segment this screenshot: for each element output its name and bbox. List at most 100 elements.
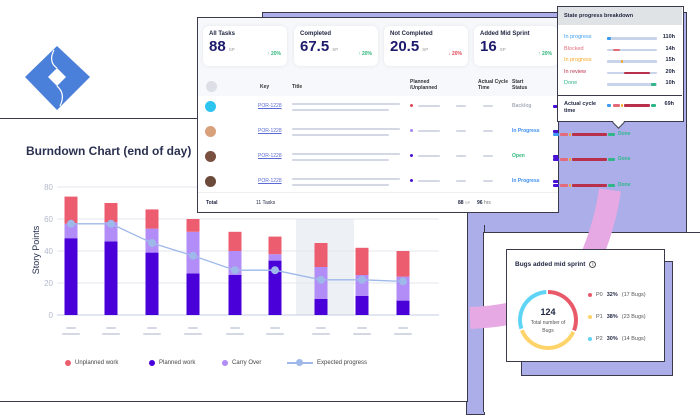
- stat-card[interactable]: Added Mid Sprint 16 SP ↑ 20%: [474, 26, 558, 66]
- priority-dot-icon: [588, 293, 592, 297]
- bar-planned-work: [228, 275, 242, 315]
- avatar: [205, 101, 216, 112]
- y-tick-label: 20: [44, 279, 53, 288]
- expected-progress-point: [399, 277, 407, 286]
- tooltip-row: In progress: [564, 34, 592, 40]
- x-tick-placeholder: [147, 327, 157, 329]
- legend-planned: Planned work: [149, 360, 195, 366]
- bar-carry-over: [104, 222, 118, 242]
- bar-unplanned-work: [186, 219, 200, 232]
- table-header: Key Title Planned /Unplanned Actual Cycl…: [198, 73, 558, 103]
- bar-planned-work: [64, 238, 78, 315]
- col-title[interactable]: Title: [292, 84, 303, 90]
- total-sp: 88 SP: [458, 200, 471, 206]
- bar-planned-work: [268, 260, 282, 315]
- bar-carry-over: [268, 254, 282, 261]
- x-tick-placeholder: [102, 333, 120, 335]
- bar-unplanned-work: [104, 203, 118, 223]
- legend-unplanned: Unplanned work: [65, 360, 118, 366]
- expected-progress-point: [148, 239, 156, 247]
- y-tick-label: 60: [44, 215, 53, 224]
- bar-planned-work: [314, 299, 328, 315]
- expected-progress-point: [189, 251, 197, 260]
- jira-logo: [25, 46, 90, 110]
- bar-planned-work: [104, 241, 118, 315]
- legend-line-icon: [287, 359, 313, 367]
- start-status: Open: [512, 153, 525, 159]
- stat-card[interactable]: Not Completed 20.5 SP ↓ 20%: [384, 26, 468, 66]
- tooltip-header: State progress breakdown: [558, 7, 682, 25]
- y-tick-label: 0: [49, 311, 54, 320]
- progress-segment: [651, 83, 656, 86]
- task-key-link[interactable]: POR-1228: [258, 128, 282, 134]
- donut-slice-p0: [547, 290, 578, 332]
- bar-unplanned-work: [314, 243, 328, 267]
- bar-carry-over: [64, 223, 78, 239]
- progress-segment: [607, 37, 611, 40]
- bar-planned-work: [355, 295, 369, 315]
- select-all-avatar[interactable]: [206, 81, 217, 92]
- cycle-bar: [553, 133, 559, 136]
- bar-unplanned-work: [145, 209, 159, 229]
- planned-dot-icon: [410, 179, 413, 182]
- cycle-bar: [553, 184, 559, 187]
- x-tick-placeholder: [270, 327, 280, 329]
- end-status: Done: [618, 156, 631, 162]
- x-tick-placeholder: [266, 333, 284, 335]
- x-tick-placeholder: [188, 327, 198, 329]
- table-row[interactable]: POR-1228 In Progress: [198, 171, 558, 196]
- bug-priority-item: P0 32% (17 Bugs): [588, 292, 646, 298]
- priority-dot-icon: [588, 315, 592, 319]
- col-key[interactable]: Key: [260, 84, 270, 90]
- progress-segment: [621, 60, 623, 63]
- chart-title: Burndown Chart (end of day): [26, 144, 192, 158]
- legend-dot-icon: [222, 360, 228, 366]
- total-tasks: 11 Tasks: [256, 200, 276, 206]
- planned-dot-icon: [410, 104, 413, 107]
- x-tick-placeholder: [143, 333, 161, 335]
- table-row[interactable]: POR-1228 Open: [198, 146, 558, 171]
- legend-expected: Expected progress: [287, 359, 367, 367]
- x-tick-placeholder: [66, 327, 76, 329]
- bugs-card: Bugs added mid sprint i 124 Total number…: [506, 249, 665, 362]
- expected-progress-point: [271, 266, 279, 275]
- task-key-link[interactable]: POR-1228: [258, 153, 282, 159]
- x-tick-placeholder: [230, 327, 240, 329]
- expected-progress-point: [107, 219, 115, 228]
- x-tick-placeholder: [353, 333, 371, 335]
- x-tick-placeholder: [184, 333, 202, 335]
- col-start-status[interactable]: Start Status: [512, 79, 528, 91]
- table-row[interactable]: POR-1228 Backlog: [198, 96, 558, 121]
- bar-planned-work: [186, 273, 200, 315]
- x-tick-placeholder: [357, 327, 367, 329]
- stat-card[interactable]: All Tasks 88 SP ↑ 20%: [203, 26, 287, 66]
- tooltip-row: Blocked: [564, 45, 584, 52]
- x-tick-placeholder: [106, 327, 116, 329]
- x-tick-placeholder: [312, 333, 330, 335]
- bar-unplanned-work: [268, 236, 282, 255]
- legend-dot-icon: [65, 360, 71, 366]
- tasks-table-card: All Tasks 88 SP ↑ 20% Completed 67.5 SP ↑ 20% No…: [197, 17, 559, 213]
- x-tick-placeholder: [394, 333, 412, 335]
- stat-card[interactable]: Completed 67.5 SP ↑ 20%: [294, 26, 378, 66]
- table-row[interactable]: POR-1228 In Progress: [198, 121, 558, 146]
- donut-slice-p1: [520, 329, 576, 350]
- y-tick-label: 40: [44, 247, 53, 256]
- bug-priority-item: P2 30% (14 Bugs): [588, 336, 646, 342]
- x-tick-placeholder: [316, 327, 326, 329]
- avatar: [205, 151, 216, 162]
- tooltip-total: Actual cycle time 69h: [558, 95, 682, 121]
- task-key-link[interactable]: POR-1228: [258, 178, 282, 184]
- expected-progress-point: [358, 275, 366, 284]
- tooltip-row: In review: [564, 68, 587, 75]
- end-status: Done: [618, 131, 631, 137]
- state-progress-tooltip: State progress breakdown In progress 110…: [557, 6, 684, 129]
- col-cycle[interactable]: Actual Cycle Time: [478, 79, 509, 91]
- legend-dot-icon: [149, 360, 155, 366]
- task-key-link[interactable]: POR-1228: [258, 103, 282, 109]
- info-icon[interactable]: i: [589, 261, 597, 268]
- start-status: Backlog: [512, 103, 532, 109]
- avatar: [205, 176, 216, 187]
- col-planned[interactable]: Planned /Unplanned: [410, 79, 438, 91]
- bugs-title: Bugs added mid sprint i: [515, 261, 597, 268]
